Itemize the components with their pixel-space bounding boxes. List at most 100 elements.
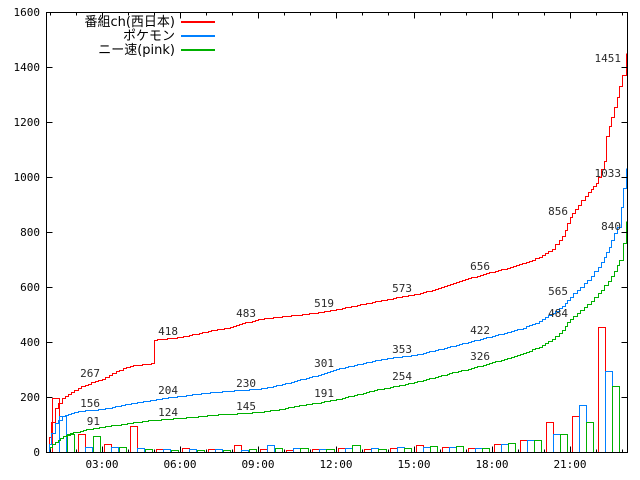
bar-2-h22 xyxy=(612,386,620,453)
value-label-s0-h21: 856 xyxy=(548,205,568,218)
bar-1-h9 xyxy=(267,445,275,453)
series-line-1 xyxy=(46,168,627,453)
bar-1-h21 xyxy=(579,405,587,453)
bar-0-h3 xyxy=(104,444,112,453)
bar-1-h3 xyxy=(111,447,119,453)
y-tick-label-5: 1000 xyxy=(14,171,41,184)
bar-2-h15 xyxy=(430,446,438,453)
bar-2-h12 xyxy=(352,445,361,453)
x-tick-label-1: 06:00 xyxy=(163,458,196,471)
bar-0-h21 xyxy=(572,416,580,453)
x-tick-label-6: 21:00 xyxy=(553,458,586,471)
bar-0-h16 xyxy=(442,447,450,453)
value-label-s1-h12: 301 xyxy=(314,357,334,370)
legend-label-1: ポケモン xyxy=(123,29,175,44)
value-label-s0-h6: 418 xyxy=(158,325,178,338)
bar-2-h18 xyxy=(508,443,516,453)
value-label-s1-h15: 353 xyxy=(392,343,412,356)
final-value-label-s0: 1451 xyxy=(595,52,622,65)
bar-2-h14 xyxy=(404,448,412,453)
bar-0-h14 xyxy=(390,448,398,453)
bar-0-h17 xyxy=(468,448,476,453)
bar-1-h17 xyxy=(475,448,483,453)
value-label-s2-h3: 91 xyxy=(87,415,100,428)
x-tick-label-4: 15:00 xyxy=(397,458,430,471)
y-tick-label-4: 800 xyxy=(20,226,40,239)
bar-2-h21 xyxy=(586,422,594,453)
bar-2-h17 xyxy=(482,448,490,453)
bar-1-h15 xyxy=(423,447,431,453)
bar-2-h20 xyxy=(560,434,568,453)
y-tick-label-0: 0 xyxy=(33,446,40,459)
series-line-2 xyxy=(46,221,627,453)
bar-0-h12 xyxy=(338,448,346,453)
value-label-s0-h3: 267 xyxy=(80,367,100,380)
y-tick-label-8: 1600 xyxy=(14,6,41,19)
value-label-s1-h9: 230 xyxy=(236,377,256,390)
value-label-s0-h9: 483 xyxy=(236,307,256,320)
bar-1-h19 xyxy=(527,440,535,453)
y-tick-label-1: 200 xyxy=(20,391,40,404)
bar-1-h12 xyxy=(345,448,353,453)
bar-0-h8 xyxy=(234,445,242,453)
bar-1-h22 xyxy=(605,371,613,453)
bar-2-h2 xyxy=(93,436,101,453)
bar-1-h10 xyxy=(293,448,301,453)
final-value-label-s1: 1033 xyxy=(595,167,622,180)
bar-1-h20 xyxy=(553,434,561,453)
x-tick-label-5: 18:00 xyxy=(475,458,508,471)
bar-0-h18 xyxy=(494,444,502,453)
value-label-s1-h18: 422 xyxy=(470,324,490,337)
value-label-s0-h15: 573 xyxy=(392,282,412,295)
bar-0-h4 xyxy=(130,426,138,453)
bar-2-h9 xyxy=(275,448,283,453)
bar-1-h2 xyxy=(85,447,93,453)
x-tick-label-0: 03:00 xyxy=(85,458,118,471)
value-label-s2-h21: 484 xyxy=(548,307,568,320)
bar-0-h6 xyxy=(182,448,190,453)
y-tick-label-2: 400 xyxy=(20,336,40,349)
value-label-s2-h18: 326 xyxy=(470,350,490,363)
bar-1-h1 xyxy=(59,416,67,453)
legend-label-2: ニー速(pink) xyxy=(98,43,175,58)
bar-2-h16 xyxy=(456,446,464,453)
bar-1-h14 xyxy=(397,447,405,453)
bar-2-h19 xyxy=(534,440,542,453)
value-label-s2-h9: 145 xyxy=(236,400,256,413)
bar-0-h2 xyxy=(78,434,86,453)
y-tick-label-6: 1200 xyxy=(14,116,41,129)
series-line-0 xyxy=(46,53,627,453)
value-label-s0-h12: 519 xyxy=(314,297,334,310)
bar-0-h15 xyxy=(416,445,424,453)
tick-labels-layer: 0 200 400 600 800 1000 1200 1400 1600 03:00 06:00 0… xyxy=(14,6,587,471)
value-label-s1-h3: 156 xyxy=(80,397,100,410)
bar-2-h10 xyxy=(300,448,309,453)
value-label-s2-h15: 254 xyxy=(392,370,412,383)
legend-label-0: 番組ch(西日本) xyxy=(84,15,175,30)
bar-0-h20 xyxy=(546,422,554,453)
value-label-s2-h12: 191 xyxy=(314,387,334,400)
value-label-s1-h21: 565 xyxy=(548,285,568,298)
bar-1-h18 xyxy=(501,444,509,453)
y-tick-label-7: 1400 xyxy=(14,61,41,74)
bar-1-h4 xyxy=(137,448,145,453)
bar-1-h16 xyxy=(449,447,457,453)
bar-2-h1 xyxy=(67,434,75,453)
final-value-label-s2: 840 xyxy=(601,220,621,233)
bar-0-h19 xyxy=(520,440,528,453)
value-label-s1-h6: 204 xyxy=(158,384,178,397)
bar-0-h22 xyxy=(598,327,606,453)
x-tick-label-3: 12:00 xyxy=(319,458,352,471)
bar-2-h3 xyxy=(119,447,127,453)
x-tick-label-2: 09:00 xyxy=(241,458,274,471)
axes-layer xyxy=(46,12,628,453)
bar-1-h13 xyxy=(371,448,379,453)
value-label-s2-h6: 124 xyxy=(158,406,178,419)
value-label-s0-h18: 656 xyxy=(470,260,490,273)
value-labels-layer: 267 418 483 519 573 656 856 1451 156 204 230 301 353… xyxy=(80,52,621,428)
y-tick-label-3: 600 xyxy=(20,281,40,294)
